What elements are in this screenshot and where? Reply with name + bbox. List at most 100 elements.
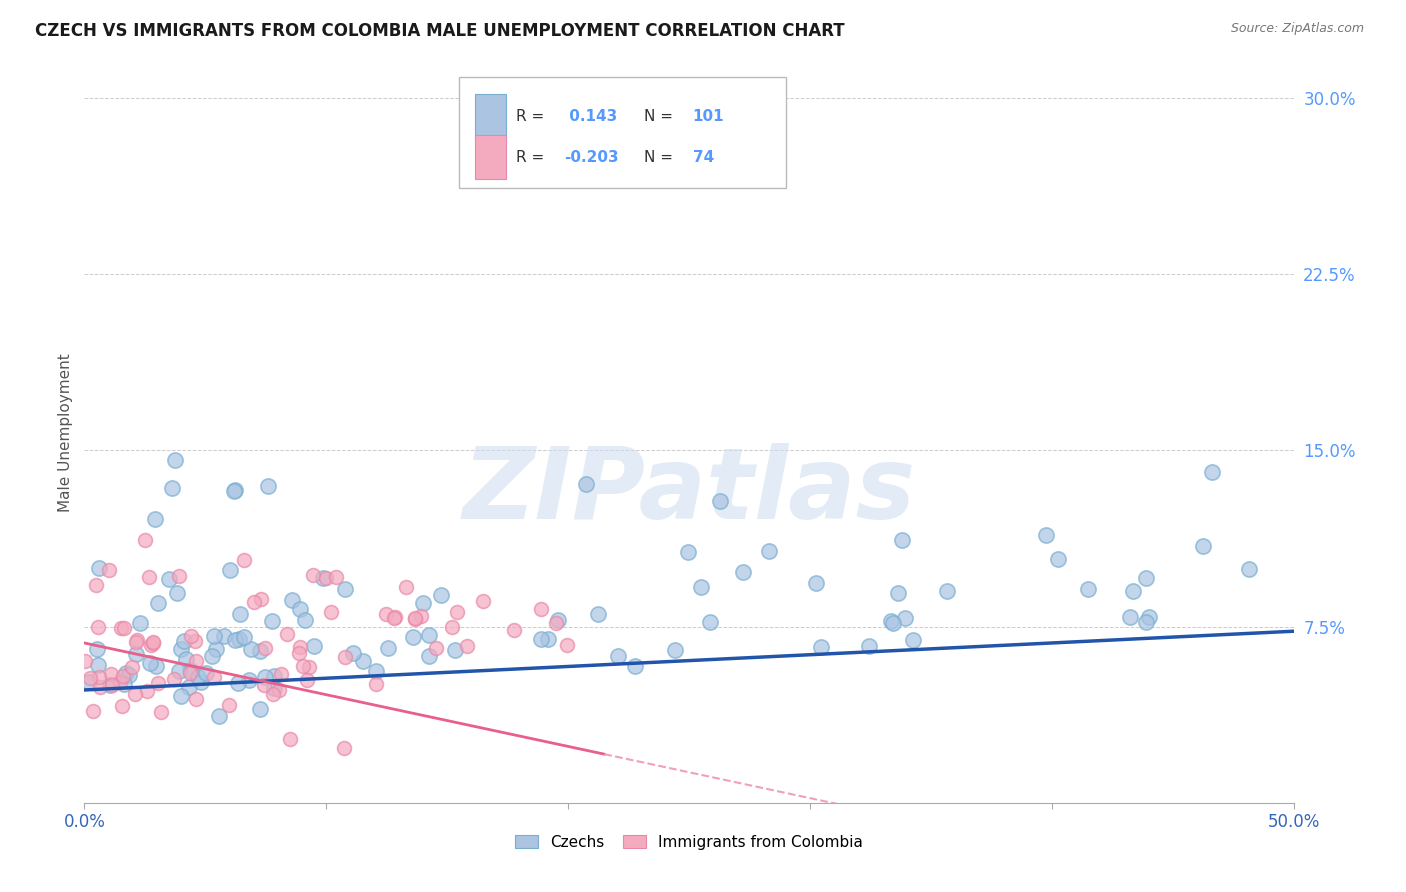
FancyBboxPatch shape [475,95,506,138]
Point [290,602,312,616]
Point [86,641,108,656]
Point [278,732,301,747]
Point [110,621,132,635]
Point [239,642,262,657]
Point [112,621,135,635]
Point [249,702,271,716]
Point [174,652,197,666]
Point [1192,539,1215,553]
Point [676,545,699,559]
Point [125,647,148,661]
Point [295,673,318,688]
Point [77,675,100,690]
Point [395,580,418,594]
Point [325,570,347,584]
Point [1135,571,1157,585]
Point [443,643,465,657]
Point [179,666,201,681]
Point [121,660,143,674]
Point [232,553,254,567]
Point [446,605,468,619]
Text: 101: 101 [693,109,724,124]
Point [733,565,755,579]
Point [249,644,271,658]
Point [224,483,246,498]
Point [377,641,399,656]
Point [228,632,250,646]
Point [124,687,146,701]
Point [891,533,914,548]
Point [366,677,388,691]
Point [243,594,266,608]
Point [82,704,104,718]
Text: N =: N = [644,109,673,124]
Point [111,669,134,683]
Point [84,578,107,592]
Point [146,596,169,610]
Point [547,613,569,627]
Point [179,663,201,677]
Point [166,585,188,599]
Point [1122,584,1144,599]
Point [315,571,337,585]
Point [134,533,156,547]
Point [249,592,271,607]
Point [537,632,560,646]
Point [364,664,387,678]
Text: -0.203: -0.203 [564,150,619,165]
Point [882,615,904,630]
Point [160,481,183,495]
Point [167,569,190,583]
Point [880,614,903,628]
Point [936,583,959,598]
Point [224,632,246,647]
Point [97,563,120,577]
Point [101,678,124,692]
Point [218,563,240,577]
Point [170,689,193,703]
Point [263,681,285,695]
Point [586,607,609,622]
Point [177,680,200,694]
Point [163,673,186,687]
Point [89,561,111,575]
Text: 74: 74 [693,150,714,165]
Text: R =: R = [516,150,544,165]
Point [232,630,254,644]
Point [253,641,276,656]
Point [202,670,225,684]
Point [195,665,218,680]
Point [184,692,207,706]
Point [138,570,160,584]
Point [404,612,426,626]
Point [1046,552,1069,566]
Point [342,646,364,660]
Point [901,633,924,648]
Point [1239,562,1261,576]
Point [262,688,284,702]
Point [418,627,440,641]
Point [108,675,131,690]
Point [139,656,162,670]
Point [471,594,494,608]
Point [402,630,425,644]
Point [374,607,396,621]
Point [502,624,524,638]
Point [118,667,141,681]
Point [125,634,148,648]
Point [270,667,292,681]
Point [111,698,134,713]
Point [139,638,162,652]
Point [689,581,711,595]
Point [87,620,110,634]
Point [263,669,285,683]
Point [404,610,426,624]
Point [269,682,291,697]
Point [1077,582,1099,596]
Point [624,659,647,673]
Point [129,615,152,630]
Point [887,586,910,600]
Point [607,648,630,663]
Point [262,614,284,628]
Point [229,607,252,621]
